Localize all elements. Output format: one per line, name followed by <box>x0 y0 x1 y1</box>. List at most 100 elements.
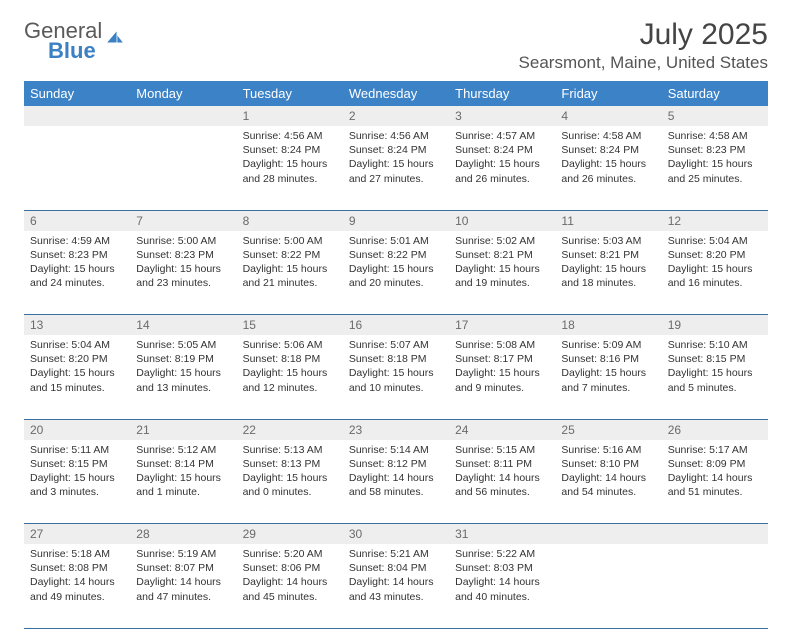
day-number: 22 <box>237 419 343 440</box>
day-d2: and 5 minutes. <box>668 381 762 395</box>
weekday-header: Saturday <box>662 81 768 106</box>
day-d1: Daylight: 15 hours <box>136 471 230 485</box>
day-d1: Daylight: 15 hours <box>455 157 549 171</box>
day-cell: Sunrise: 5:00 AMSunset: 8:23 PMDaylight:… <box>130 231 236 315</box>
day-number: 9 <box>343 210 449 231</box>
day-number: 31 <box>449 524 555 545</box>
day-number: 14 <box>130 315 236 336</box>
day-body-row: Sunrise: 5:18 AMSunset: 8:08 PMDaylight:… <box>24 544 768 628</box>
day-sunset: Sunset: 8:15 PM <box>668 352 762 366</box>
day-sunset: Sunset: 8:24 PM <box>455 143 549 157</box>
day-d2: and 9 minutes. <box>455 381 549 395</box>
day-sunrise: Sunrise: 5:06 AM <box>243 338 337 352</box>
day-d1: Daylight: 14 hours <box>349 575 443 589</box>
day-number <box>130 106 236 126</box>
day-cell: Sunrise: 5:21 AMSunset: 8:04 PMDaylight:… <box>343 544 449 628</box>
day-cell: Sunrise: 5:03 AMSunset: 8:21 PMDaylight:… <box>555 231 661 315</box>
weekday-header: Tuesday <box>237 81 343 106</box>
day-cell <box>662 544 768 628</box>
page-title: July 2025 <box>519 18 768 51</box>
day-d2: and 1 minute. <box>136 485 230 499</box>
day-sunrise: Sunrise: 4:58 AM <box>668 129 762 143</box>
day-cell: Sunrise: 5:01 AMSunset: 8:22 PMDaylight:… <box>343 231 449 315</box>
day-d2: and 28 minutes. <box>243 172 337 186</box>
day-d1: Daylight: 15 hours <box>668 262 762 276</box>
day-cell: Sunrise: 5:16 AMSunset: 8:10 PMDaylight:… <box>555 440 661 524</box>
day-sunrise: Sunrise: 5:07 AM <box>349 338 443 352</box>
weekday-header: Sunday <box>24 81 130 106</box>
day-cell: Sunrise: 4:57 AMSunset: 8:24 PMDaylight:… <box>449 126 555 210</box>
day-d1: Daylight: 15 hours <box>668 366 762 380</box>
day-d2: and 49 minutes. <box>30 590 124 604</box>
day-cell: Sunrise: 5:04 AMSunset: 8:20 PMDaylight:… <box>662 231 768 315</box>
day-sunrise: Sunrise: 5:15 AM <box>455 443 549 457</box>
day-cell: Sunrise: 4:56 AMSunset: 8:24 PMDaylight:… <box>237 126 343 210</box>
day-sunset: Sunset: 8:09 PM <box>668 457 762 471</box>
day-number-row: 6789101112 <box>24 210 768 231</box>
weekday-header-row: SundayMondayTuesdayWednesdayThursdayFrid… <box>24 81 768 106</box>
day-d2: and 19 minutes. <box>455 276 549 290</box>
day-sunrise: Sunrise: 5:10 AM <box>668 338 762 352</box>
day-d2: and 43 minutes. <box>349 590 443 604</box>
day-sunrise: Sunrise: 5:14 AM <box>349 443 443 457</box>
day-number: 30 <box>343 524 449 545</box>
day-cell: Sunrise: 4:56 AMSunset: 8:24 PMDaylight:… <box>343 126 449 210</box>
day-d1: Daylight: 14 hours <box>30 575 124 589</box>
day-d1: Daylight: 14 hours <box>455 575 549 589</box>
day-d2: and 45 minutes. <box>243 590 337 604</box>
day-number: 15 <box>237 315 343 336</box>
day-number: 12 <box>662 210 768 231</box>
day-number: 25 <box>555 419 661 440</box>
day-sunset: Sunset: 8:15 PM <box>30 457 124 471</box>
day-body-row: Sunrise: 4:56 AMSunset: 8:24 PMDaylight:… <box>24 126 768 210</box>
day-cell: Sunrise: 5:12 AMSunset: 8:14 PMDaylight:… <box>130 440 236 524</box>
day-cell: Sunrise: 5:07 AMSunset: 8:18 PMDaylight:… <box>343 335 449 419</box>
day-sunset: Sunset: 8:03 PM <box>455 561 549 575</box>
day-number: 6 <box>24 210 130 231</box>
day-number <box>662 524 768 545</box>
weekday-header: Monday <box>130 81 236 106</box>
day-number: 19 <box>662 315 768 336</box>
day-number: 1 <box>237 106 343 126</box>
day-number: 17 <box>449 315 555 336</box>
day-number: 28 <box>130 524 236 545</box>
day-d1: Daylight: 14 hours <box>243 575 337 589</box>
day-cell: Sunrise: 4:58 AMSunset: 8:24 PMDaylight:… <box>555 126 661 210</box>
day-sunrise: Sunrise: 5:11 AM <box>30 443 124 457</box>
day-d1: Daylight: 15 hours <box>561 157 655 171</box>
day-d1: Daylight: 15 hours <box>243 366 337 380</box>
day-number: 13 <box>24 315 130 336</box>
day-cell: Sunrise: 4:58 AMSunset: 8:23 PMDaylight:… <box>662 126 768 210</box>
day-number: 3 <box>449 106 555 126</box>
day-cell: Sunrise: 5:08 AMSunset: 8:17 PMDaylight:… <box>449 335 555 419</box>
day-d2: and 23 minutes. <box>136 276 230 290</box>
day-sunset: Sunset: 8:22 PM <box>243 248 337 262</box>
day-d2: and 54 minutes. <box>561 485 655 499</box>
day-cell <box>24 126 130 210</box>
day-sunrise: Sunrise: 5:03 AM <box>561 234 655 248</box>
day-sunrise: Sunrise: 5:19 AM <box>136 547 230 561</box>
day-sunset: Sunset: 8:21 PM <box>561 248 655 262</box>
day-d2: and 21 minutes. <box>243 276 337 290</box>
day-d2: and 13 minutes. <box>136 381 230 395</box>
weekday-header: Thursday <box>449 81 555 106</box>
day-sunrise: Sunrise: 5:12 AM <box>136 443 230 457</box>
day-d2: and 10 minutes. <box>349 381 443 395</box>
day-body-row: Sunrise: 5:04 AMSunset: 8:20 PMDaylight:… <box>24 335 768 419</box>
day-sunset: Sunset: 8:18 PM <box>349 352 443 366</box>
day-number: 7 <box>130 210 236 231</box>
day-number: 26 <box>662 419 768 440</box>
day-sunset: Sunset: 8:07 PM <box>136 561 230 575</box>
day-cell: Sunrise: 5:05 AMSunset: 8:19 PMDaylight:… <box>130 335 236 419</box>
day-d2: and 58 minutes. <box>349 485 443 499</box>
day-d1: Daylight: 14 hours <box>561 471 655 485</box>
day-sunrise: Sunrise: 5:09 AM <box>561 338 655 352</box>
day-d2: and 56 minutes. <box>455 485 549 499</box>
day-d2: and 27 minutes. <box>349 172 443 186</box>
day-number <box>555 524 661 545</box>
day-sunrise: Sunrise: 5:21 AM <box>349 547 443 561</box>
day-d2: and 12 minutes. <box>243 381 337 395</box>
day-d2: and 3 minutes. <box>30 485 124 499</box>
day-d1: Daylight: 14 hours <box>349 471 443 485</box>
day-sunrise: Sunrise: 4:56 AM <box>349 129 443 143</box>
